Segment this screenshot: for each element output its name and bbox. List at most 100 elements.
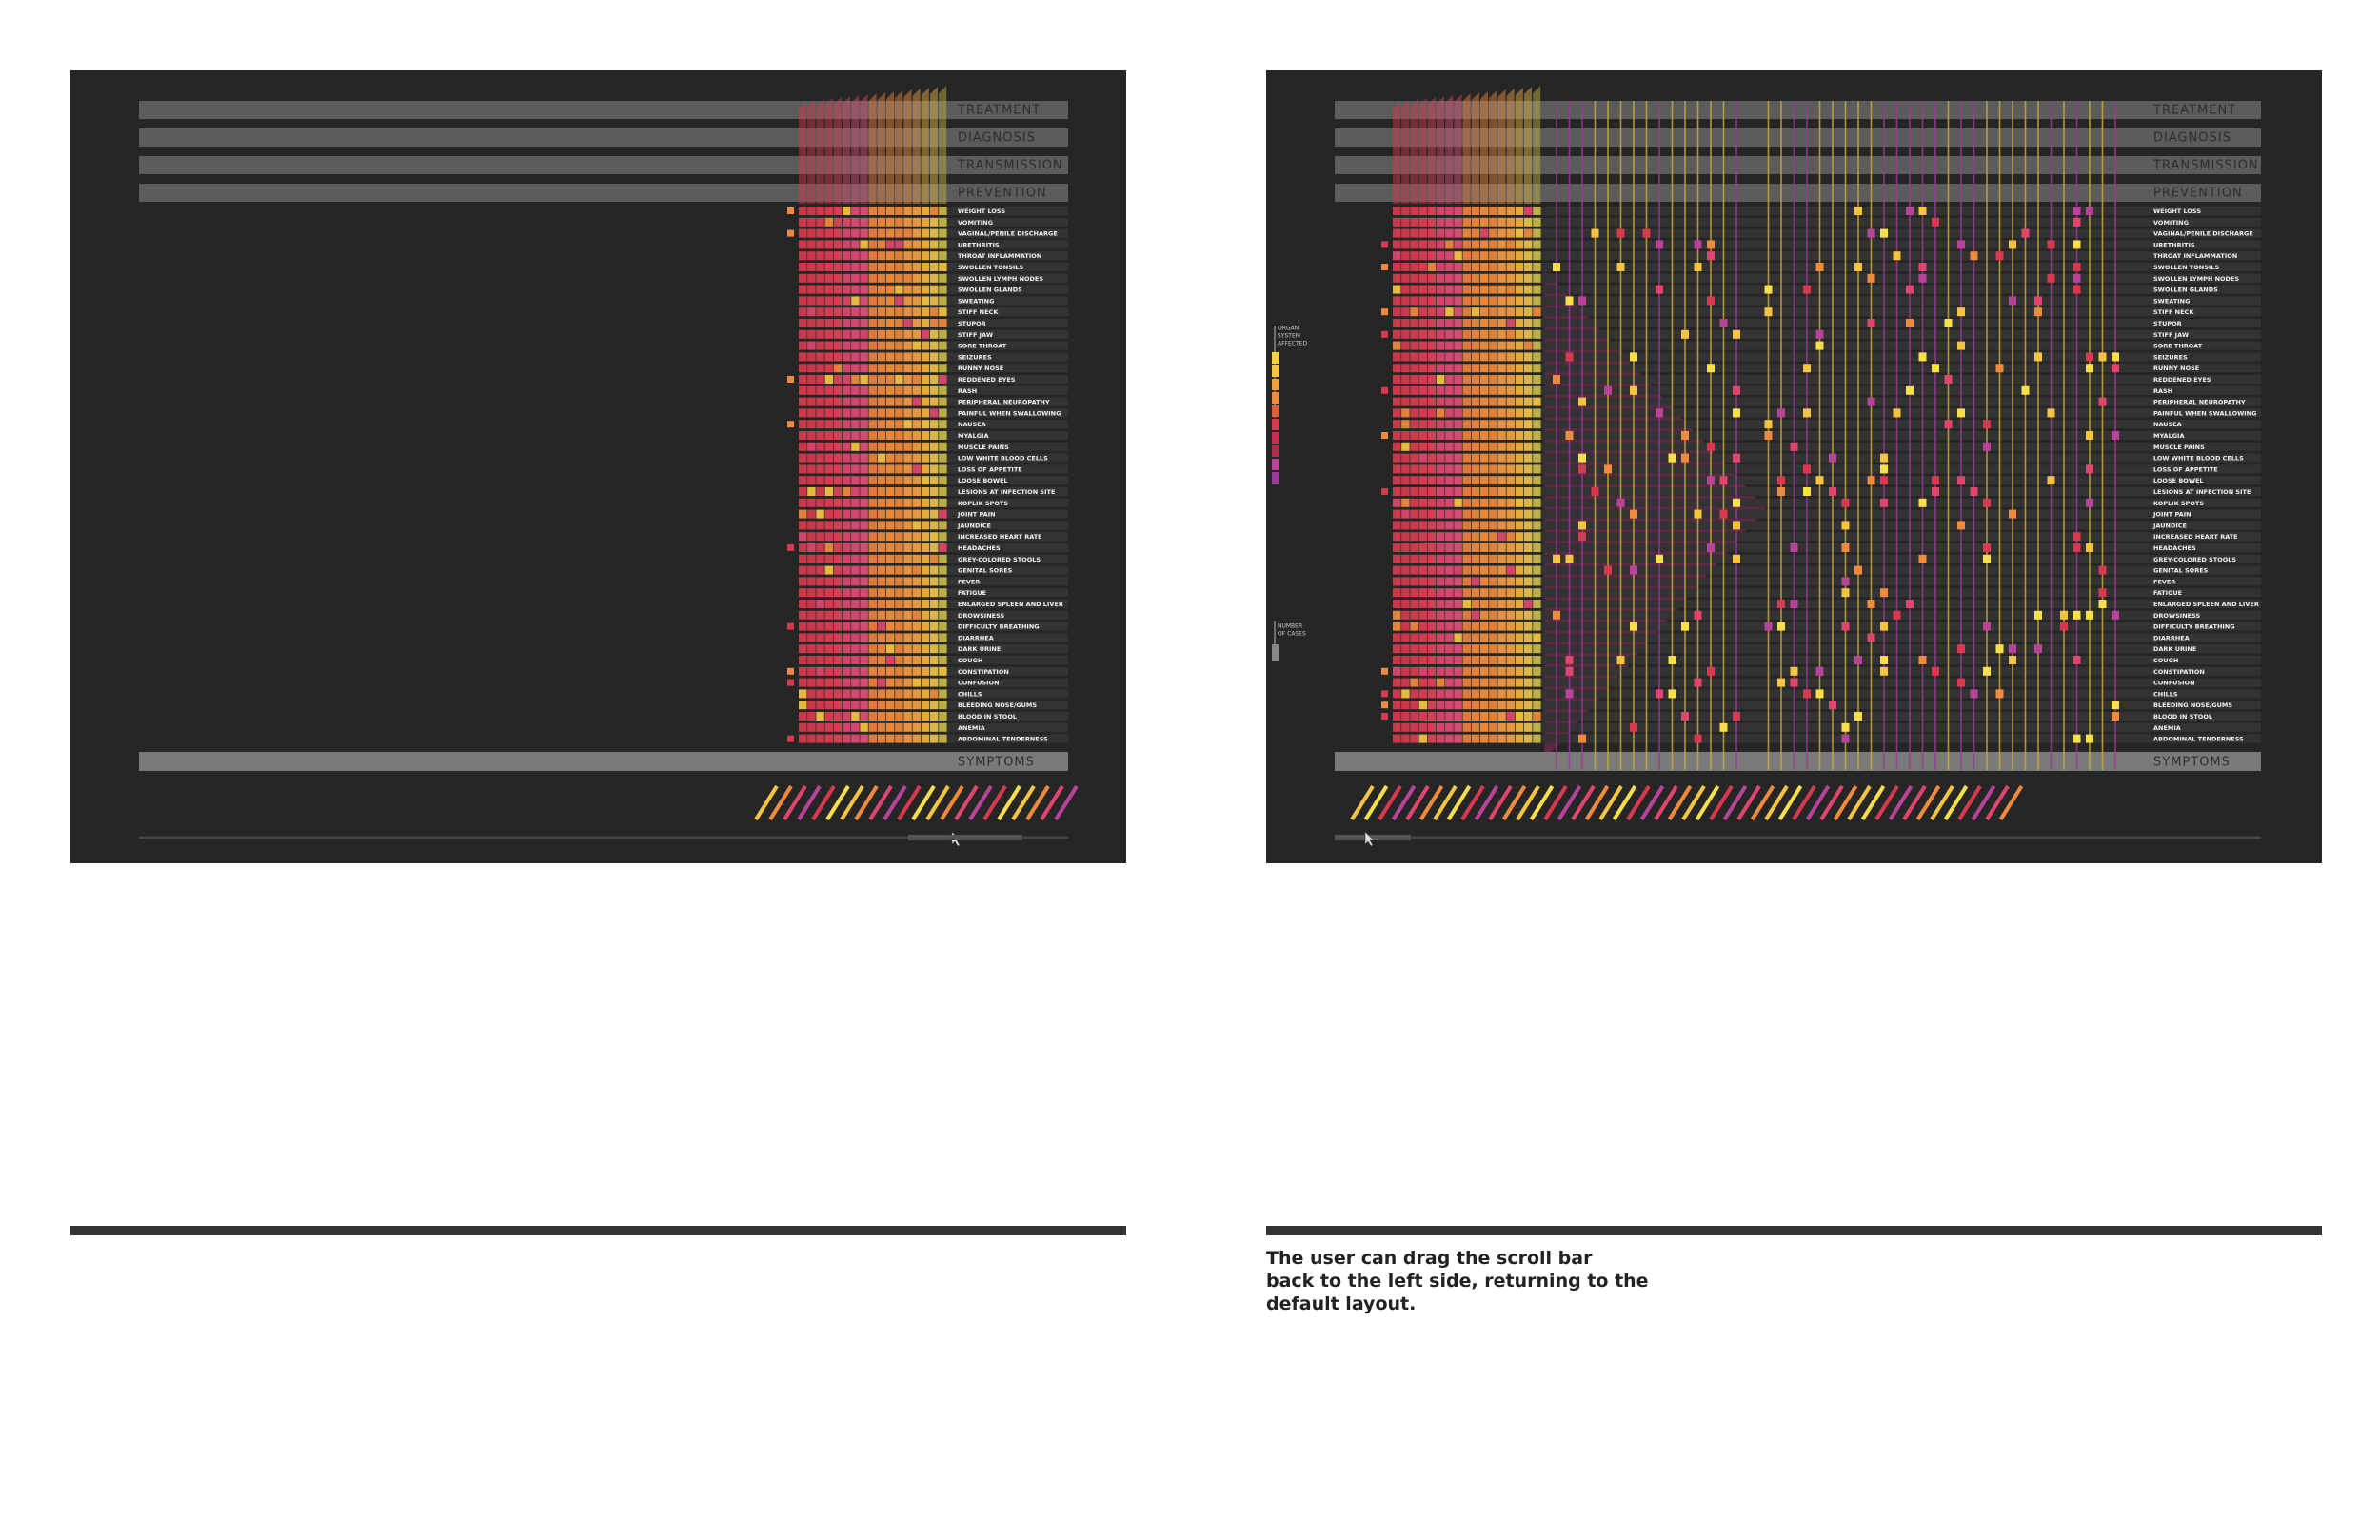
fan-stroke xyxy=(1957,784,1982,821)
row-strip xyxy=(1393,251,2261,261)
column-cell xyxy=(816,554,824,563)
column-cell xyxy=(868,273,877,283)
column-cell xyxy=(886,600,895,608)
scrollbar-thumb[interactable] xyxy=(908,835,1022,840)
column-cell xyxy=(1393,701,1401,710)
case-square xyxy=(1867,397,1875,406)
column-cell xyxy=(1515,319,1524,327)
column-cell xyxy=(868,464,877,474)
symptom-label: DROWSINESS xyxy=(2153,612,2200,620)
section-bar xyxy=(139,101,1068,119)
column-cell xyxy=(877,577,886,586)
case-square xyxy=(2086,610,2093,620)
column-cell xyxy=(824,228,833,238)
column-cell xyxy=(1410,588,1418,598)
column-cell xyxy=(824,532,833,542)
symptom-label: KOPLIK SPOTS xyxy=(2153,500,2204,507)
column-cell xyxy=(886,319,895,327)
column-cell xyxy=(1506,476,1515,485)
column-cell xyxy=(1489,240,1497,249)
case-square xyxy=(1719,722,1728,732)
row-strip xyxy=(1393,352,2261,362)
column-cell xyxy=(877,600,886,608)
column-cell xyxy=(807,600,816,608)
case-square xyxy=(1630,565,1637,575)
cursor[interactable] xyxy=(1364,831,1375,847)
column-cell xyxy=(1427,577,1437,586)
fan-stroke xyxy=(1805,784,1831,821)
column-cell xyxy=(912,622,921,631)
column-cell xyxy=(1454,656,1462,664)
column-cell xyxy=(1437,307,1445,317)
column-cell xyxy=(1524,464,1533,474)
symptom-label: CONSTIPATION xyxy=(2153,668,2205,676)
column-cell xyxy=(843,588,851,598)
fan-stroke xyxy=(968,784,993,821)
column-cell xyxy=(833,712,843,721)
symptom-label: LESIONS AT INFECTION SITE xyxy=(2153,488,2251,496)
column-cell xyxy=(1418,263,1427,271)
column-cell xyxy=(824,610,833,620)
column-cell xyxy=(860,285,868,294)
column-cell xyxy=(868,476,877,485)
column-cell xyxy=(851,701,860,710)
column-cell xyxy=(1533,431,1541,440)
column-cell xyxy=(1393,498,1401,507)
case-square xyxy=(1932,364,1939,373)
case-square xyxy=(1932,476,1939,485)
column-cell xyxy=(886,509,895,519)
column-cell xyxy=(1533,364,1541,373)
case-square xyxy=(1893,251,1901,261)
column-cell xyxy=(824,296,833,306)
case-square xyxy=(1553,263,1560,271)
column-cell xyxy=(895,319,903,327)
column-cell xyxy=(1497,217,1506,227)
column-cell xyxy=(930,442,939,451)
column-cell xyxy=(807,498,816,507)
case-square xyxy=(2009,644,2016,654)
column-cell xyxy=(1427,622,1437,631)
column-cell xyxy=(824,487,833,496)
column-cell xyxy=(1489,364,1497,373)
column-cell xyxy=(1454,341,1462,350)
column-cell xyxy=(1471,453,1480,463)
symptoms-label: SYMPTOMS xyxy=(2153,756,2231,770)
fan-stroke xyxy=(1847,784,1872,821)
symptom-label: SWOLLEN GLANDS xyxy=(958,286,1022,294)
column-cell xyxy=(1515,364,1524,373)
column-cell xyxy=(1480,364,1489,373)
column-cell xyxy=(851,464,860,474)
column-cell xyxy=(807,656,816,664)
column-cell xyxy=(1427,722,1437,732)
column-cell xyxy=(1489,588,1497,598)
case-square xyxy=(2098,600,2107,608)
column-cell xyxy=(912,498,921,507)
column-cell xyxy=(1480,442,1489,451)
column-cell xyxy=(1437,207,1445,215)
symptom-label: SWOLLEN TONSILS xyxy=(2153,264,2219,271)
column-cell xyxy=(1515,228,1524,238)
symptom-label: SWEATING xyxy=(958,297,994,305)
symptom-label: STIFF JAW xyxy=(958,331,993,339)
fan-stroke xyxy=(1612,784,1637,821)
column-cell xyxy=(1445,319,1454,327)
column-cell xyxy=(1471,385,1480,395)
column-cell xyxy=(1471,431,1480,440)
column-cell xyxy=(921,734,930,743)
scrollbar-thumb[interactable] xyxy=(1335,835,1411,840)
column-cell xyxy=(886,251,895,261)
row-strip xyxy=(1393,385,2261,395)
column-cell xyxy=(807,408,816,418)
column-cell xyxy=(877,498,886,507)
column-cell xyxy=(816,712,824,721)
case-square xyxy=(1983,543,1991,552)
column-cell xyxy=(1515,397,1524,406)
column-cell xyxy=(1445,656,1454,664)
column-cell xyxy=(843,498,851,507)
fan-stroke xyxy=(1378,784,1402,821)
column-cell xyxy=(930,600,939,608)
symptom-label: STUPOR xyxy=(2153,320,2182,327)
column-overlay xyxy=(1410,99,1418,204)
column-cell xyxy=(824,509,833,519)
column-cell xyxy=(1515,352,1524,362)
